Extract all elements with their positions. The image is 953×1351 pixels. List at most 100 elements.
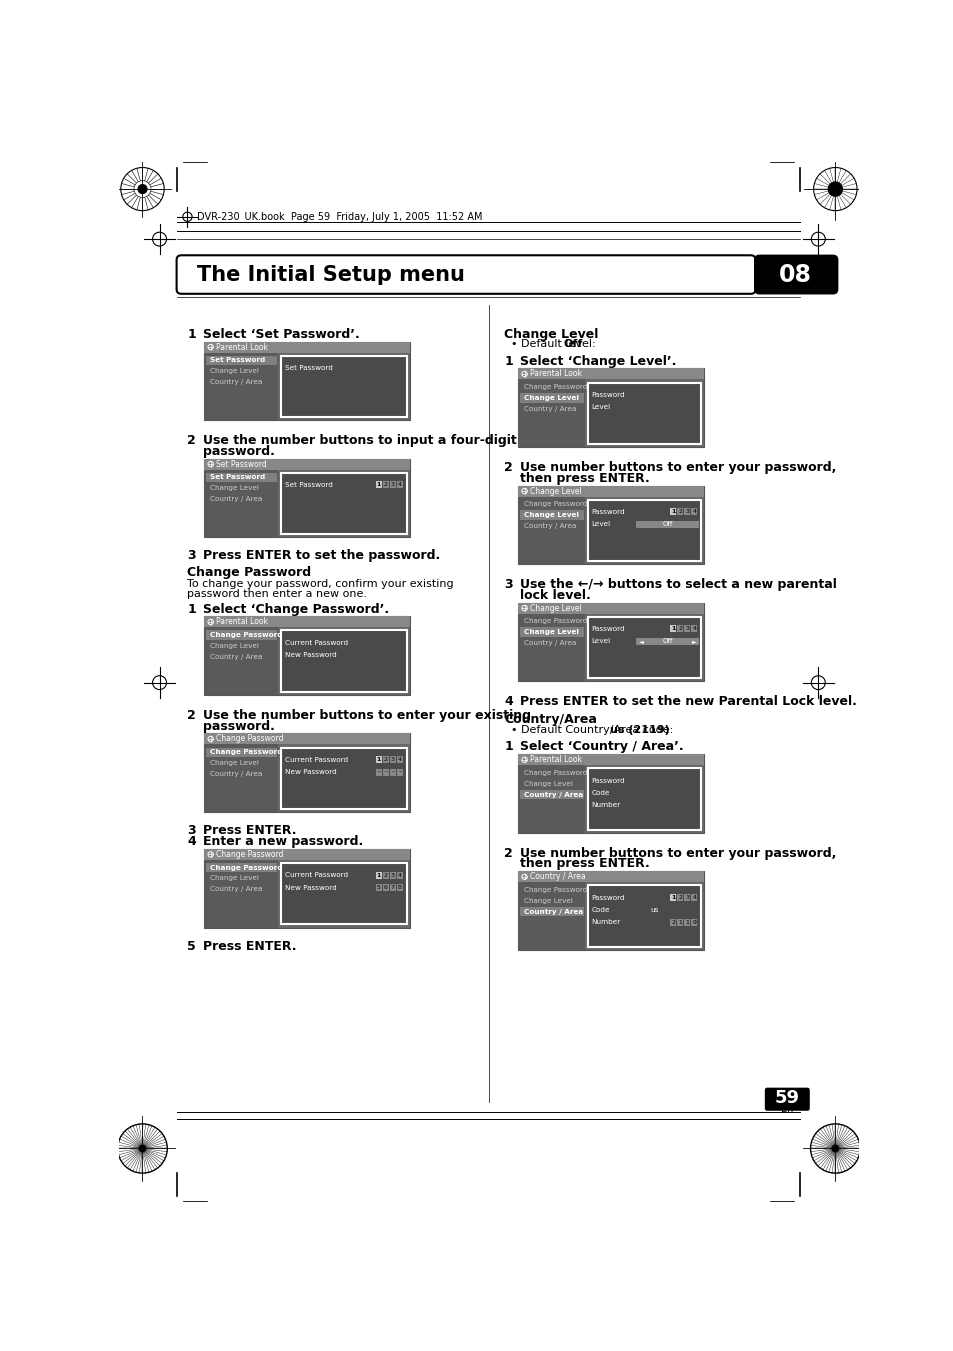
Text: Country / Area: Country / Area <box>210 770 262 777</box>
Bar <box>382 481 389 489</box>
Bar <box>390 884 395 892</box>
Text: 3: 3 <box>684 509 689 515</box>
Bar <box>396 757 402 763</box>
Bar <box>517 882 585 950</box>
Text: 1: 1 <box>376 758 380 762</box>
Text: Off: Off <box>661 638 672 644</box>
Bar <box>519 790 583 800</box>
Text: Select ‘Set Password’.: Select ‘Set Password’. <box>203 328 359 340</box>
Text: –: – <box>391 770 394 774</box>
Text: Change Level: Change Level <box>504 328 598 340</box>
Bar <box>390 871 395 878</box>
Bar <box>587 500 700 561</box>
Text: 2: 2 <box>678 509 681 515</box>
Text: Use the number buttons to input a four-digit: Use the number buttons to input a four-d… <box>203 434 517 447</box>
Text: Code: Code <box>591 790 609 796</box>
Text: Change Password: Change Password <box>523 619 586 624</box>
Text: 1: 1 <box>187 603 196 616</box>
Bar <box>390 757 395 763</box>
Text: Country / Area: Country / Area <box>530 873 585 881</box>
Circle shape <box>831 1144 839 1152</box>
FancyBboxPatch shape <box>176 255 755 293</box>
Text: Change Level: Change Level <box>210 367 258 374</box>
Text: Select ‘Country / Area’.: Select ‘Country / Area’. <box>519 740 683 754</box>
Bar <box>280 747 406 809</box>
Bar <box>517 497 585 565</box>
Bar <box>517 613 585 681</box>
Text: Select ‘Change Password’.: Select ‘Change Password’. <box>203 603 389 616</box>
Text: Change Level: Change Level <box>523 781 572 786</box>
Text: Change Password: Change Password <box>187 566 312 580</box>
Bar <box>382 871 389 878</box>
Bar <box>390 769 395 775</box>
Text: us: us <box>649 907 658 913</box>
Text: Press ENTER to set the password.: Press ENTER to set the password. <box>203 550 439 562</box>
Text: 3: 3 <box>187 824 196 838</box>
Text: Password: Password <box>591 894 624 901</box>
Text: –: – <box>397 770 401 774</box>
Text: 4: 4 <box>504 694 513 708</box>
Text: Country / Area: Country / Area <box>523 405 576 412</box>
Text: password.: password. <box>203 720 274 732</box>
Bar <box>517 369 703 447</box>
Bar <box>382 769 389 775</box>
Text: Change Level: Change Level <box>210 643 258 648</box>
Text: 9: 9 <box>692 920 696 924</box>
Bar <box>519 907 583 916</box>
Text: DVR-230_UK.book  Page 59  Friday, July 1, 2005  11:52 AM: DVR-230_UK.book Page 59 Friday, July 1, … <box>196 211 482 223</box>
Text: 4: 4 <box>692 509 696 515</box>
Text: Change Level: Change Level <box>523 630 578 635</box>
Text: Change Password: Change Password <box>523 384 586 390</box>
Text: lock level.: lock level. <box>519 589 590 601</box>
Text: Country / Area: Country / Area <box>523 523 576 528</box>
Text: password.: password. <box>203 444 274 458</box>
Bar <box>691 894 697 901</box>
Bar <box>683 626 690 632</box>
Text: Change Level: Change Level <box>210 875 258 881</box>
Bar <box>587 382 700 444</box>
Text: 4: 4 <box>692 627 696 631</box>
Text: Country / Area: Country / Area <box>523 792 582 797</box>
Text: Country/Area: Country/Area <box>504 713 597 727</box>
Text: The Initial Setup menu: The Initial Setup menu <box>196 265 464 285</box>
Text: 2: 2 <box>678 627 681 631</box>
Text: Set Password: Set Password <box>210 474 265 480</box>
Text: Set Password: Set Password <box>216 459 267 469</box>
Bar <box>382 884 389 892</box>
Text: 6: 6 <box>383 885 387 890</box>
Bar <box>517 754 703 765</box>
Text: 1: 1 <box>671 896 675 900</box>
Text: 1: 1 <box>187 328 196 340</box>
Text: Password: Password <box>591 509 624 515</box>
Text: To change your password, confirm your existing: To change your password, confirm your ex… <box>187 578 454 589</box>
Bar <box>517 603 703 613</box>
Text: 1: 1 <box>376 873 380 878</box>
Text: New Password: New Password <box>284 653 336 658</box>
Circle shape <box>137 184 148 195</box>
Text: Level: Level <box>591 638 610 644</box>
Text: Country / Area: Country / Area <box>210 654 262 659</box>
Text: 1: 1 <box>684 920 688 924</box>
Bar <box>636 520 699 528</box>
Text: Parental Look: Parental Look <box>530 755 581 765</box>
Text: ►: ► <box>691 639 696 643</box>
Bar <box>280 863 406 924</box>
Text: 2: 2 <box>678 896 681 900</box>
Text: 1: 1 <box>504 354 513 367</box>
Text: New Password: New Password <box>284 769 336 775</box>
Bar <box>396 769 402 775</box>
Bar <box>204 848 410 861</box>
Text: Number: Number <box>591 802 620 808</box>
Text: Press ENTER.: Press ENTER. <box>203 824 296 838</box>
Text: 2: 2 <box>383 758 388 762</box>
Text: 3: 3 <box>684 627 689 631</box>
Text: 5: 5 <box>376 885 380 890</box>
Text: 2: 2 <box>671 920 675 924</box>
Bar <box>517 603 703 681</box>
Bar <box>396 481 402 489</box>
Text: Change Password: Change Password <box>523 770 586 775</box>
Bar <box>375 769 381 775</box>
Text: Press ENTER.: Press ENTER. <box>203 940 296 952</box>
Text: 3: 3 <box>391 482 395 488</box>
Text: 3: 3 <box>187 550 196 562</box>
